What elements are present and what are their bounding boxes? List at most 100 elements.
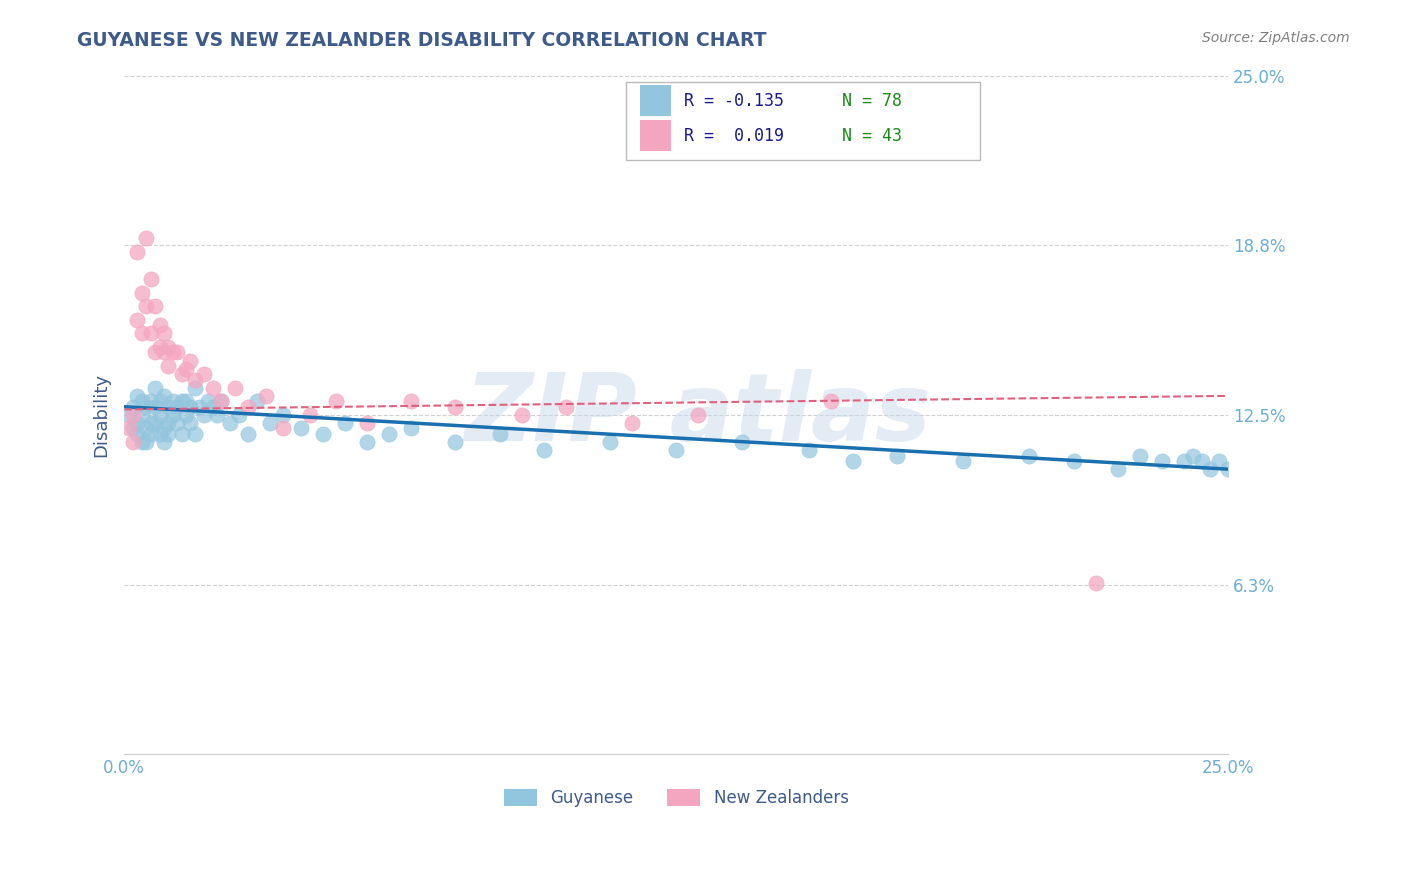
Point [117, 408, 139, 422]
Point [290, 421, 312, 435]
Text: GUYANESE VS NEW ZEALANDER DISABILITY CORRELATION CHART: GUYANESE VS NEW ZEALANDER DISABILITY COR… [77, 31, 766, 50]
Point [688, 408, 710, 422]
Point [1150, 454, 1173, 468]
Point [139, 394, 162, 409]
Point [599, 435, 621, 450]
Point [153, 345, 176, 359]
Point [148, 426, 170, 441]
Point [333, 416, 356, 430]
Point [236, 400, 259, 414]
Point [143, 345, 166, 359]
Point [157, 340, 180, 354]
Text: R =  0.019: R = 0.019 [683, 127, 785, 145]
Point [1216, 462, 1239, 476]
FancyBboxPatch shape [627, 82, 980, 161]
Point [378, 426, 401, 441]
Point [1129, 449, 1152, 463]
Point [127, 313, 149, 327]
Point [201, 381, 224, 395]
Point [1173, 454, 1195, 468]
Point [135, 421, 157, 435]
Y-axis label: Disability: Disability [93, 373, 110, 457]
Point [179, 353, 201, 368]
Point [952, 454, 974, 468]
Point [399, 394, 422, 409]
Point [127, 244, 149, 259]
Point [271, 408, 294, 422]
Point [135, 299, 157, 313]
Point [236, 426, 259, 441]
Text: ZIP atlas: ZIP atlas [465, 369, 932, 461]
Point [117, 421, 139, 435]
Point [224, 381, 246, 395]
Point [193, 408, 215, 422]
Point [665, 443, 688, 458]
Point [122, 435, 145, 450]
Text: Source: ZipAtlas.com: Source: ZipAtlas.com [1202, 31, 1350, 45]
Point [228, 408, 250, 422]
Point [143, 299, 166, 313]
Point [188, 400, 211, 414]
Point [131, 394, 153, 409]
Point [209, 394, 232, 409]
Point [153, 326, 176, 341]
Text: R = -0.135: R = -0.135 [683, 92, 785, 110]
Point [166, 345, 188, 359]
Point [166, 400, 188, 414]
Point [139, 326, 162, 341]
Point [184, 381, 207, 395]
Point [444, 400, 467, 414]
Point [157, 400, 180, 414]
Point [1199, 462, 1222, 476]
Point [135, 435, 157, 450]
Point [325, 394, 347, 409]
Point [127, 389, 149, 403]
Point [174, 408, 197, 422]
Point [131, 285, 153, 300]
Point [157, 359, 180, 373]
Point [259, 416, 281, 430]
Point [162, 408, 184, 422]
Point [162, 394, 184, 409]
Point [143, 381, 166, 395]
Point [254, 389, 277, 403]
Point [170, 367, 193, 381]
FancyBboxPatch shape [640, 120, 671, 151]
Point [122, 421, 145, 435]
Point [886, 449, 908, 463]
Point [356, 435, 378, 450]
Point [157, 426, 180, 441]
Point [148, 340, 170, 354]
Point [444, 435, 467, 450]
Text: N = 78: N = 78 [842, 92, 901, 110]
Point [179, 400, 201, 414]
Point [184, 373, 207, 387]
Point [184, 426, 207, 441]
Point [148, 318, 170, 333]
Point [122, 400, 145, 414]
Point [179, 416, 201, 430]
Point [193, 367, 215, 381]
Point [510, 408, 533, 422]
Point [201, 400, 224, 414]
Point [131, 408, 153, 422]
Point [488, 426, 510, 441]
Point [127, 426, 149, 441]
Point [174, 361, 197, 376]
Point [166, 416, 188, 430]
Point [131, 435, 153, 450]
Point [131, 326, 153, 341]
Point [1018, 449, 1040, 463]
Point [153, 389, 176, 403]
Point [219, 416, 242, 430]
Point [127, 416, 149, 430]
Point [731, 435, 754, 450]
Point [298, 408, 321, 422]
Point [1191, 454, 1213, 468]
Point [162, 345, 184, 359]
Point [148, 408, 170, 422]
Point [797, 443, 820, 458]
Point [197, 394, 219, 409]
Point [820, 394, 842, 409]
Point [135, 231, 157, 245]
